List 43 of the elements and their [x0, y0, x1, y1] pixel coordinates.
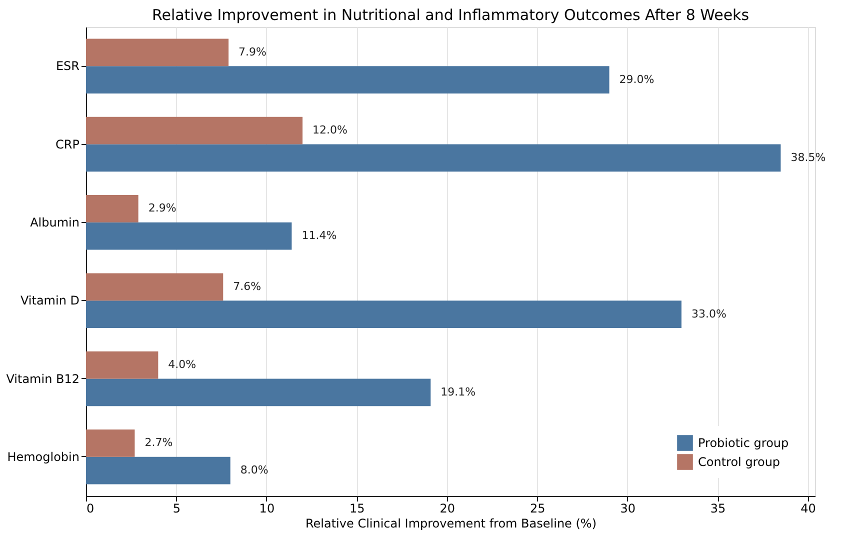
- legend-label: Probiotic group: [698, 436, 789, 450]
- y-tick-label: CRP: [56, 137, 80, 152]
- x-tick-label: 25: [530, 502, 546, 516]
- y-tick-label: Vitamin B12: [6, 372, 80, 386]
- data-label: 12.0%: [312, 124, 348, 137]
- bar: [86, 116, 303, 144]
- chart-title: Relative Improvement in Nutritional and Inflammatory Outcomes After 8 Weeks: [152, 6, 750, 24]
- data-label: 11.4%: [302, 229, 337, 242]
- x-tick-label: 15: [350, 502, 365, 516]
- bar: [86, 66, 610, 94]
- legend-label: Control group: [698, 455, 780, 469]
- x-tick-label: 0: [86, 502, 94, 516]
- data-label: 4.0%: [168, 358, 196, 372]
- x-tick-label: 10: [259, 502, 275, 516]
- x-tick-label: 30: [620, 502, 636, 516]
- bar: [86, 195, 138, 222]
- y-tick-label: Vitamin D: [20, 294, 80, 308]
- data-label: 7.6%: [233, 280, 262, 293]
- bar: [86, 430, 135, 457]
- bar: [86, 144, 781, 172]
- x-tick-label: 20: [440, 502, 456, 516]
- data-label: 2.9%: [148, 202, 176, 215]
- x-tick-label: 35: [710, 502, 726, 516]
- y-tick-label: ESR: [56, 59, 80, 74]
- bar: [86, 273, 224, 301]
- bar: [86, 222, 292, 250]
- data-label: 29.0%: [619, 72, 654, 86]
- x-tick-label: 5: [172, 502, 181, 516]
- data-label: 33.0%: [691, 307, 726, 320]
- x-axis-title: Relative Clinical Improvement from Baseline (%): [305, 516, 597, 530]
- data-label: 2.7%: [144, 436, 173, 450]
- y-tick-label: Hemoglobin: [7, 450, 80, 464]
- data-label: 8.0%: [240, 464, 268, 477]
- bar: [86, 456, 230, 484]
- y-tick-label: Albumin: [30, 215, 80, 230]
- data-label: 19.1%: [440, 385, 476, 398]
- bar: [86, 300, 682, 328]
- data-label: 7.9%: [238, 45, 267, 58]
- bar: [86, 351, 158, 379]
- x-tick-label: 40: [800, 502, 816, 516]
- bar: [86, 378, 431, 406]
- bar: [86, 38, 229, 66]
- data-label: 38.5%: [790, 150, 826, 164]
